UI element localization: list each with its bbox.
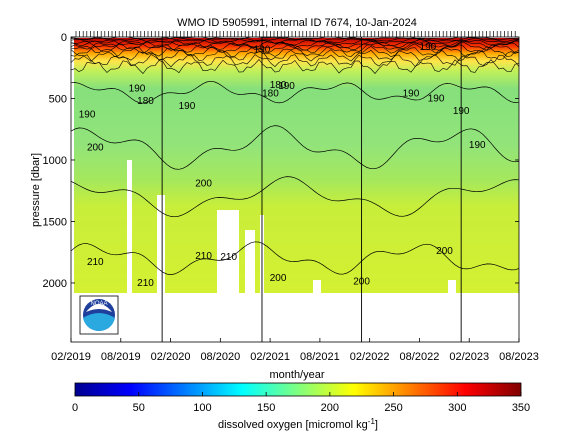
contour-label: 190 (79, 109, 96, 120)
data-gap (217, 210, 239, 293)
contour-label: 190 (428, 93, 445, 104)
contour-label: 200 (87, 143, 104, 154)
colorbar-tick-label: 350 (512, 402, 530, 414)
plot-area (71, 37, 519, 293)
x-tick-label: 02/2023 (449, 351, 489, 363)
oxygen-field (74, 38, 519, 293)
chart-title: WMO ID 5905991, internal ID 7674, 10-Jan… (177, 17, 417, 29)
contour (71, 241, 519, 275)
contour-label: 180 (137, 96, 154, 107)
contour-label: 200 (195, 178, 212, 189)
x-tick-label: 08/2023 (499, 351, 539, 363)
contour-label: 180 (262, 89, 279, 100)
x-tick-label: 02/2021 (250, 351, 290, 363)
y-tick-label: 1000 (43, 155, 67, 167)
contour-label: 190 (278, 81, 295, 92)
contour-label: 200 (353, 277, 370, 288)
colorbar (74, 382, 522, 397)
x-tick-label: 08/2021 (300, 351, 340, 363)
noaa-logo: NOAA (79, 295, 119, 335)
data-gap (313, 280, 321, 293)
contour-label: 210 (220, 252, 237, 263)
contour-label: 190 (254, 44, 271, 55)
contour-label: 200 (436, 246, 453, 257)
x-tick-label: 08/2019 (101, 351, 141, 363)
colorbar-tick-label: 150 (257, 402, 275, 414)
contour-label: 190 (403, 89, 420, 100)
x-tick-label: 08/2020 (200, 351, 240, 363)
contour (71, 37, 519, 44)
colorbar-tick-label: 300 (448, 402, 466, 414)
y-axis-label: pressure [dbar] (30, 153, 42, 227)
axes-frame (70, 36, 520, 343)
colorbar-tick-label: 0 (72, 402, 78, 414)
colorbar-ticks: 0 50 100 150 200 250 300 350 (72, 392, 530, 414)
data-gap (127, 160, 132, 293)
colorbar-tick-label: 50 (133, 402, 145, 414)
profile-rug (75, 31, 516, 37)
contour (71, 125, 519, 170)
colorbar-label: dissolved oxygen [micromol kg-1] (218, 417, 378, 431)
contour (71, 41, 519, 51)
data-gap (157, 195, 165, 293)
x-tick-label: 08/2022 (400, 351, 440, 363)
contour-label: 190 (469, 140, 486, 151)
data-gap (245, 230, 255, 293)
y-axis: 0 500 1000 1500 2000 (43, 32, 519, 290)
logo-text: NOAA (90, 301, 107, 307)
contour (71, 49, 519, 62)
contour (71, 80, 519, 104)
data-gap (448, 280, 456, 293)
contour-label: 190 (453, 106, 470, 117)
y-tick-label: 1500 (43, 216, 67, 228)
seasonal-lines (161, 37, 462, 342)
x-tick-label: 02/2019 (51, 351, 91, 363)
y-tick-label: 0 (61, 32, 67, 44)
contour (71, 176, 519, 218)
contour-label: 190 (420, 42, 437, 53)
colorbar-tick-label: 100 (193, 402, 211, 414)
x-axis: 02/2019 08/2019 02/2020 08/2020 02/2021 08/20… (51, 338, 539, 363)
x-tick-label: 02/2020 (151, 351, 191, 363)
contour-label: 190 (129, 84, 146, 95)
contour-label: 180 (270, 80, 287, 91)
y-tick-label: 500 (49, 93, 67, 105)
x-axis-label: month/year (269, 369, 324, 381)
contour (71, 59, 519, 74)
contour (71, 39, 519, 46)
contour-label: 210 (87, 257, 104, 268)
contour (71, 53, 519, 68)
contour-label: 200 (270, 273, 287, 284)
contour-label: 210 (137, 278, 154, 289)
contour-lines (71, 37, 519, 275)
contour-label: 210 (195, 251, 212, 262)
contour-label: 190 (179, 101, 196, 112)
contour (71, 37, 519, 42)
contour (71, 46, 519, 58)
colorbar-tick-label: 250 (384, 402, 402, 414)
x-tick-label: 02/2022 (350, 351, 390, 363)
y-tick-label: 2000 (43, 278, 67, 290)
colorbar-tick-label: 200 (321, 402, 339, 414)
